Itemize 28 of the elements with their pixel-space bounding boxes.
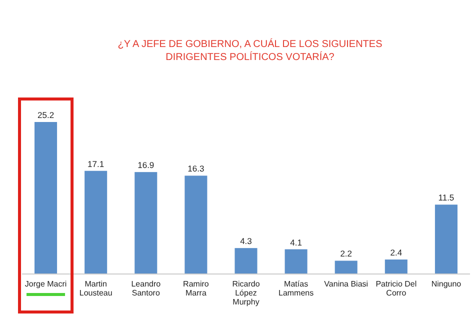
data-label: 4.1 (290, 237, 302, 248)
x-tick-label: Martin Lousteau (79, 280, 112, 298)
x-tick-label: Ninguno (431, 280, 462, 289)
bar (34, 122, 58, 274)
data-label: 17.1 (88, 158, 104, 169)
bar (134, 172, 158, 274)
x-tick-label: Jorge Macri (24, 280, 67, 289)
chart-title: ¿Y A JEFE DE GOBIERNO, A CUÁL DE LOS SIGUIENTES DIRIGENTES POLÍTICOS VOTARÍA? (118, 38, 383, 63)
bar (334, 260, 358, 274)
x-tick-label: Matías Lammens (278, 280, 314, 298)
data-label: 25.2 (38, 110, 54, 120)
x-tick-label: Patricio Del Corro (376, 280, 417, 298)
data-label: 16.9 (138, 160, 154, 170)
bar (184, 176, 208, 274)
bar (384, 260, 408, 274)
data-label: 16.3 (188, 164, 204, 174)
data-label: 11.5 (438, 192, 454, 203)
x-tick-label: Ramiro Marra (183, 280, 210, 298)
x-tick-label: Vanina Biasi (324, 280, 368, 289)
bar (434, 204, 458, 274)
bar (284, 249, 308, 274)
bar (234, 248, 258, 274)
x-tick-label: Leandro Santoro (131, 280, 162, 298)
x-tick-label: Ricardo López Murphy (232, 280, 260, 306)
data-label: 2.4 (390, 248, 402, 258)
data-label: 2.2 (340, 248, 352, 259)
data-label: 4.3 (240, 236, 252, 246)
bar (84, 170, 108, 274)
